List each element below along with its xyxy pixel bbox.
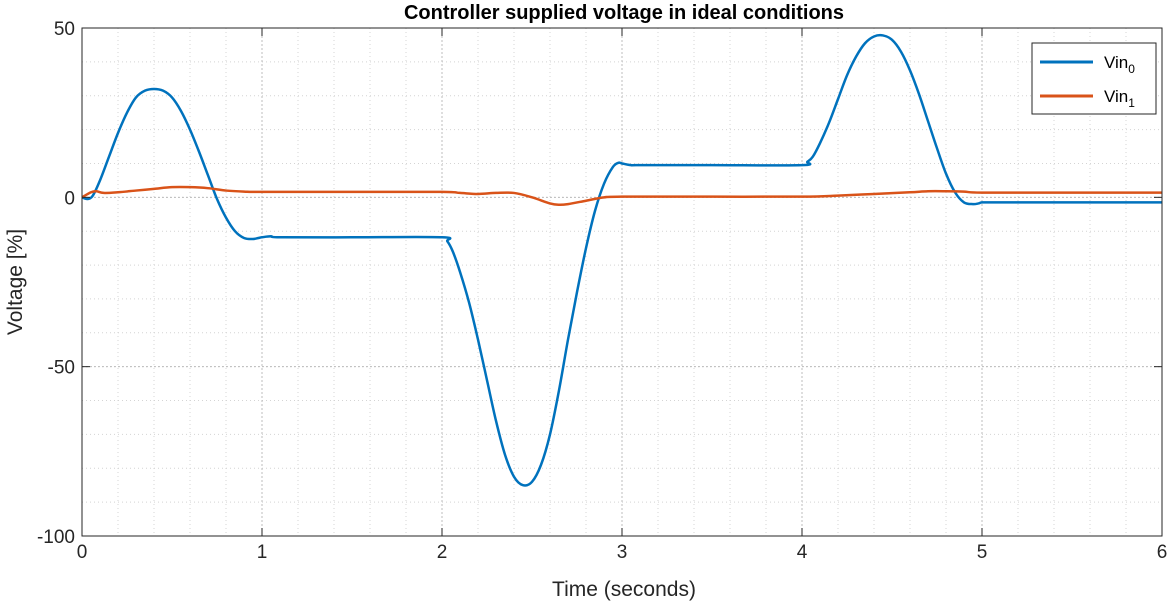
y-tick-labels: -100 -50 0 50 bbox=[37, 19, 75, 548]
y-tick-label: 50 bbox=[54, 19, 75, 40]
x-tick-label: 0 bbox=[77, 542, 88, 563]
legend-entry-vin1: Vin1 bbox=[1104, 87, 1135, 110]
x-tick-label: 5 bbox=[977, 542, 988, 563]
legend-label-vin0: Vin bbox=[1104, 53, 1128, 72]
legend: Vin0 Vin1 bbox=[1031, 42, 1157, 115]
series-line-vin0 bbox=[81, 33, 1162, 487]
x-tick-label: 6 bbox=[1157, 542, 1168, 563]
legend-label-vin1: Vin bbox=[1104, 87, 1128, 106]
legend-subscript-vin0: 0 bbox=[1128, 62, 1135, 76]
y-tick-label: -50 bbox=[48, 358, 75, 379]
y-tick-label: 0 bbox=[64, 188, 75, 209]
axis-ticks bbox=[81, 27, 1163, 537]
legend-entry-vin0: Vin0 bbox=[1104, 53, 1135, 76]
y-axis-label: Voltage [%] bbox=[4, 229, 27, 335]
series-line-vin1 bbox=[81, 185, 1162, 207]
chart-title: Controller supplied voltage in ideal con… bbox=[404, 2, 844, 24]
y-tick-label: -100 bbox=[37, 527, 75, 548]
legend-box bbox=[1031, 42, 1157, 115]
x-axis-label: Time (seconds) bbox=[552, 578, 696, 601]
x-tick-label: 2 bbox=[437, 542, 448, 563]
x-tick-labels: 0 1 2 3 4 5 6 bbox=[77, 542, 1168, 563]
x-tick-label: 1 bbox=[257, 542, 268, 563]
legend-subscript-vin1: 1 bbox=[1128, 96, 1135, 110]
x-tick-label: 4 bbox=[797, 542, 808, 563]
x-tick-label: 3 bbox=[617, 542, 628, 563]
series-lines bbox=[81, 33, 1162, 487]
